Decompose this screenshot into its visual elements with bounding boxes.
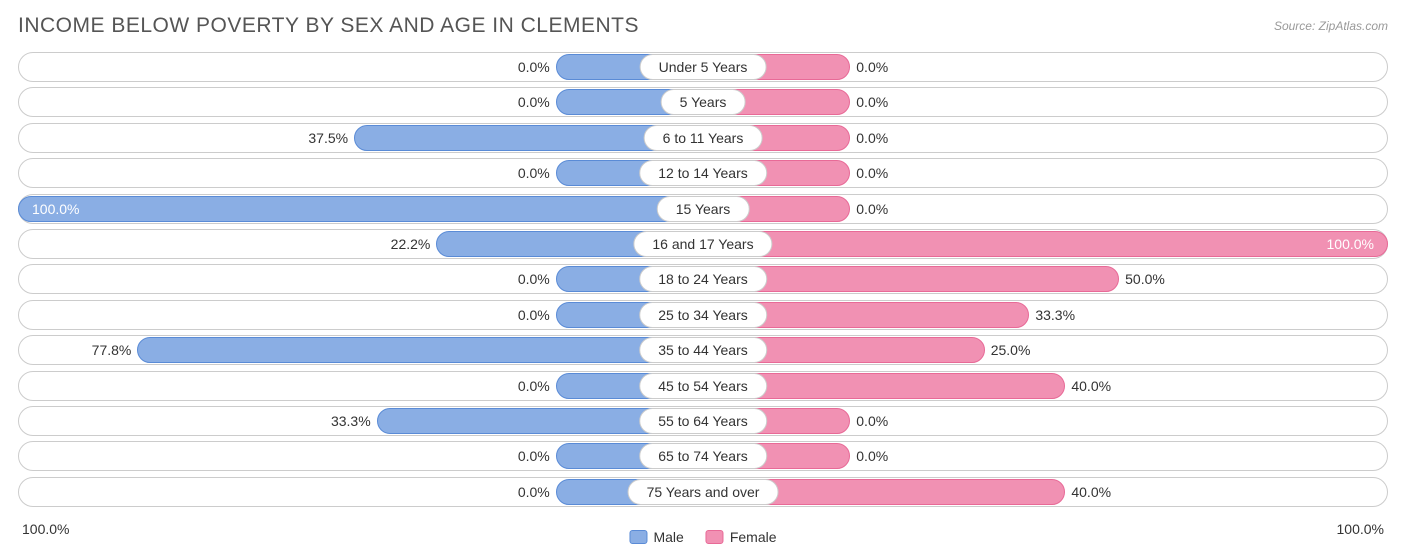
chart-row: 75 Years and over 0.0% 40.0% [18, 477, 1388, 507]
female-value: 0.0% [856, 52, 888, 82]
male-value: 0.0% [518, 52, 550, 82]
female-value: 40.0% [1071, 371, 1111, 401]
chart-row: 12 to 14 Years 0.0% 0.0% [18, 158, 1388, 188]
female-value: 25.0% [991, 335, 1031, 365]
legend-female-label: Female [730, 529, 777, 545]
age-group-label: 6 to 11 Years [644, 125, 763, 151]
male-bar [137, 337, 703, 363]
chart-title: INCOME BELOW POVERTY BY SEX AND AGE IN C… [18, 14, 639, 38]
age-group-label: 18 to 24 Years [639, 266, 767, 292]
male-value: 0.0% [518, 371, 550, 401]
chart-row: 55 to 64 Years 33.3% 0.0% [18, 406, 1388, 436]
age-group-label: 15 Years [657, 196, 750, 222]
chart-row: 65 to 74 Years 0.0% 0.0% [18, 441, 1388, 471]
female-swatch-icon [706, 530, 724, 544]
chart-row: Under 5 Years 0.0% 0.0% [18, 52, 1388, 82]
chart-row: 15 Years 100.0% 0.0% [18, 194, 1388, 224]
chart-row: 18 to 24 Years 0.0% 50.0% [18, 264, 1388, 294]
age-group-label: 65 to 74 Years [639, 443, 767, 469]
legend: Male Female [629, 529, 776, 545]
legend-item-male: Male [629, 529, 683, 545]
male-value: 77.8% [92, 335, 132, 365]
male-value: 33.3% [331, 406, 371, 436]
chart-row: 16 and 17 Years 22.2% 100.0% [18, 229, 1388, 259]
age-group-label: 55 to 64 Years [639, 408, 767, 434]
female-bar [703, 231, 1388, 257]
male-value: 0.0% [518, 477, 550, 507]
female-value: 33.3% [1035, 300, 1075, 330]
axis-right-label: 100.0% [1337, 521, 1384, 537]
chart-row: 45 to 54 Years 0.0% 40.0% [18, 371, 1388, 401]
female-value: 0.0% [856, 123, 888, 153]
male-value: 0.0% [518, 158, 550, 188]
chart-footer: 100.0% 100.0% Male Female [0, 513, 1406, 559]
legend-male-label: Male [653, 529, 683, 545]
legend-item-female: Female [706, 529, 777, 545]
age-group-label: 5 Years [661, 89, 746, 115]
female-value: 40.0% [1071, 477, 1111, 507]
male-value: 100.0% [22, 194, 89, 224]
tornado-chart: Under 5 Years0.0%0.0%5 Years0.0%0.0%6 to… [18, 52, 1388, 513]
axis-left-label: 100.0% [22, 521, 69, 537]
age-group-label: 12 to 14 Years [639, 160, 767, 186]
male-bar [18, 196, 703, 222]
chart-row: 5 Years 0.0% 0.0% [18, 87, 1388, 117]
female-value: 50.0% [1125, 264, 1165, 294]
chart-row: 25 to 34 Years 0.0% 33.3% [18, 300, 1388, 330]
age-group-label: 16 and 17 Years [633, 231, 772, 257]
age-group-label: Under 5 Years [640, 54, 767, 80]
age-group-label: 35 to 44 Years [639, 337, 767, 363]
male-swatch-icon [629, 530, 647, 544]
male-value: 0.0% [518, 264, 550, 294]
age-group-label: 25 to 34 Years [639, 302, 767, 328]
age-group-label: 45 to 54 Years [639, 373, 767, 399]
female-value: 0.0% [856, 87, 888, 117]
male-value: 37.5% [308, 123, 348, 153]
male-value: 0.0% [518, 87, 550, 117]
male-value: 0.0% [518, 300, 550, 330]
female-value: 0.0% [856, 406, 888, 436]
female-value: 0.0% [856, 441, 888, 471]
chart-row: 6 to 11 Years 37.5% 0.0% [18, 123, 1388, 153]
male-value: 0.0% [518, 441, 550, 471]
male-value: 22.2% [391, 229, 431, 259]
female-value: 0.0% [856, 158, 888, 188]
chart-row: 35 to 44 Years 77.8% 25.0% [18, 335, 1388, 365]
source-attribution: Source: ZipAtlas.com [1274, 19, 1388, 33]
female-value: 0.0% [856, 194, 888, 224]
age-group-label: 75 Years and over [628, 479, 779, 505]
female-value: 100.0% [1317, 229, 1384, 259]
